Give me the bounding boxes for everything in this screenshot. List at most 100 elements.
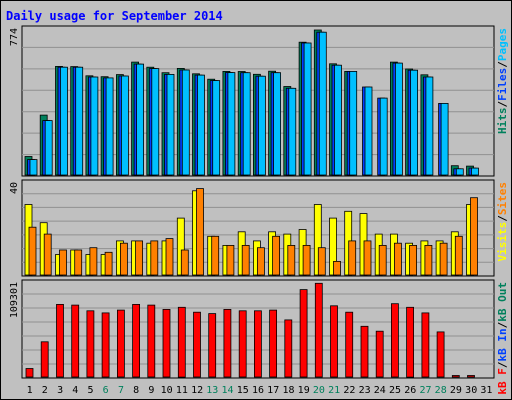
- bar-kb-f-day-4: [71, 304, 80, 378]
- bar-kb-f-day-15: [238, 310, 247, 378]
- day-label-18: 18: [282, 385, 294, 396]
- day-label-28: 28: [435, 385, 447, 396]
- bar-kb-f-day-3: [56, 303, 64, 378]
- day-label-21: 21: [328, 385, 340, 396]
- bar-pages-day-7: [121, 75, 129, 176]
- legend-sites: Sites: [496, 182, 509, 215]
- bar-kb-f-day-16: [253, 310, 262, 378]
- bar-sites-day-24: [378, 244, 387, 276]
- bar-pages-day-3: [60, 66, 68, 176]
- bar-sites-day-20: [317, 247, 326, 276]
- bar-kb-f-day-10: [162, 308, 171, 378]
- bar-kb-f-day-25: [390, 303, 399, 378]
- bar-sites-day-11: [180, 249, 189, 276]
- bar-pages-day-10: [166, 74, 175, 176]
- bar-pages-day-17: [273, 72, 282, 176]
- bar-pages-day-26: [410, 69, 419, 176]
- bar-sites-day-19: [302, 244, 311, 276]
- bar-sites-day-8: [135, 240, 144, 276]
- bar-kb-f-day-26: [406, 306, 415, 378]
- legend-kb-f: kB F: [496, 368, 509, 395]
- bar-sites-day-17: [272, 235, 281, 276]
- bar-sites-day-6: [104, 251, 113, 276]
- bar-visits-day-20: [313, 204, 322, 276]
- bar-sites-day-30: [470, 197, 478, 276]
- bar-sites-day-28: [439, 242, 448, 276]
- day-label-15: 15: [237, 385, 249, 396]
- bar-pages-day-15: [242, 72, 251, 176]
- day-label-24: 24: [374, 385, 386, 396]
- legend-kb-out: kB Out: [496, 282, 509, 322]
- day-label-25: 25: [389, 385, 401, 396]
- bar-kb-f-day-5: [86, 310, 95, 378]
- y-max-label: 40: [9, 182, 20, 194]
- day-label-6: 6: [103, 385, 109, 396]
- bar-pages-day-19: [303, 42, 312, 176]
- bar-kb-f-day-12: [193, 311, 201, 378]
- panel-legend: kB F/kB In/kB Out: [496, 282, 509, 395]
- bar-pages-day-29: [455, 168, 464, 176]
- day-label-16: 16: [252, 385, 264, 396]
- bar-kb-f-day-17: [269, 309, 278, 378]
- day-label-8: 8: [133, 385, 139, 396]
- bar-sites-day-13: [211, 235, 220, 276]
- legend-hits: Hits: [496, 108, 509, 135]
- bar-pages-day-14: [227, 72, 236, 176]
- legend-visits: Visits: [496, 222, 509, 262]
- panel-legend: Hits/Files/Pages: [496, 28, 509, 134]
- bar-kb-f-day-30: [467, 375, 475, 378]
- bar-pages-day-9: [151, 68, 160, 176]
- day-label-12: 12: [191, 385, 203, 396]
- bar-sites-day-9: [150, 240, 159, 276]
- bar-sites-day-10: [165, 238, 174, 276]
- bar-sites-day-27: [424, 244, 433, 276]
- day-label-27: 27: [419, 385, 431, 396]
- day-label-5: 5: [87, 385, 93, 396]
- bar-pages-day-30: [471, 167, 479, 176]
- day-label-7: 7: [118, 385, 124, 396]
- bar-pages-day-28: [440, 103, 449, 176]
- bar-pages-day-27: [425, 76, 434, 176]
- bar-sites-day-16: [256, 247, 265, 276]
- bar-kb-f-day-20: [314, 282, 323, 378]
- bar-sites-day-1: [28, 226, 37, 276]
- bar-kb-f-day-2: [40, 341, 49, 378]
- day-label-30: 30: [465, 385, 477, 396]
- bar-kb-f-day-8: [132, 303, 141, 378]
- bar-sites-day-26: [409, 244, 418, 276]
- day-label-11: 11: [176, 385, 188, 396]
- day-label-10: 10: [161, 385, 173, 396]
- bar-sites-day-23: [363, 240, 372, 276]
- bar-visits-day-11: [176, 217, 185, 276]
- bar-kb-f-day-6: [101, 312, 110, 378]
- day-axis: 1 2 3 4 5 6 7 8 9 10 11 12 13 14 15 16 17 18 19 20 21 22 23 24 2…: [27, 385, 493, 396]
- day-label-23: 23: [359, 385, 371, 396]
- bar-pages-day-23: [364, 86, 373, 176]
- bar-sites-day-29: [454, 235, 463, 276]
- bar-sites-day-12: [196, 188, 204, 276]
- legend-files: Files: [496, 68, 509, 101]
- bar-kb-f-day-28: [436, 331, 445, 378]
- legend-separator: /: [496, 321, 509, 328]
- bar-pages-day-21: [334, 64, 342, 176]
- bar-kb-f-day-22: [345, 311, 354, 378]
- bar-kb-f-day-1: [25, 368, 34, 378]
- bar-kb-f-day-21: [330, 305, 338, 378]
- bar-sites-day-14: [226, 244, 235, 276]
- chart-title: Daily usage for September 2014: [6, 9, 223, 23]
- bar-pages-day-2: [44, 120, 53, 176]
- day-label-4: 4: [72, 385, 78, 396]
- legend-kb-in: kB In: [496, 328, 509, 361]
- panel-visits-sites: 40 Visits/Sites: [9, 179, 509, 277]
- bar-kb-f-day-11: [177, 306, 186, 378]
- bar-pages-day-20: [318, 31, 327, 176]
- day-label-22: 22: [343, 385, 355, 396]
- legend-separator: /: [496, 215, 509, 222]
- panel-legend: Visits/Sites: [496, 182, 509, 262]
- bar-sites-day-25: [393, 242, 402, 276]
- y-max-label: 109301: [9, 282, 20, 318]
- bar-pages-day-1: [29, 159, 38, 176]
- bar-sites-day-2: [43, 233, 52, 276]
- bar-pages-day-11: [181, 69, 190, 176]
